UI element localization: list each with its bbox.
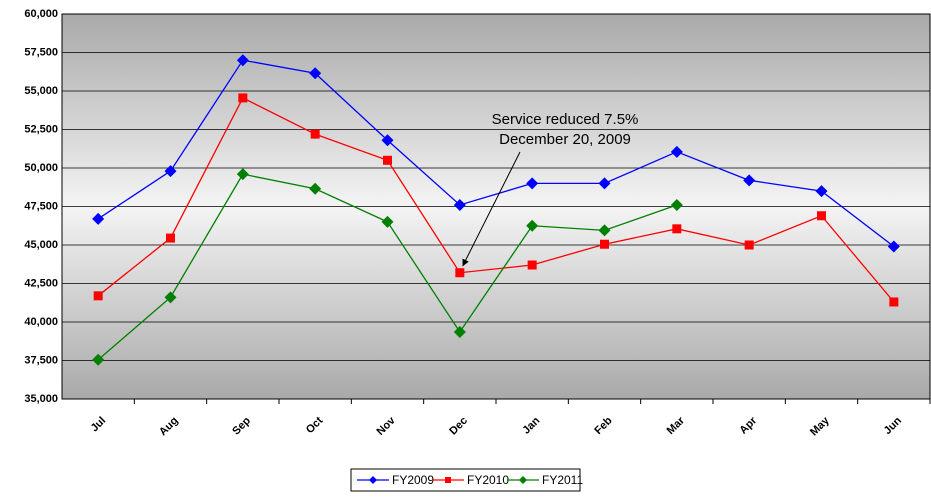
x-tick-label: Jan	[520, 415, 542, 437]
x-tick-label: Mar	[665, 414, 688, 437]
legend-label: FY2011	[542, 473, 583, 487]
marker	[164, 291, 177, 304]
x-tick-label: Sep	[230, 415, 253, 438]
x-tick-label: Jun	[882, 414, 905, 437]
marker	[309, 67, 322, 80]
marker	[815, 185, 828, 198]
legend-label: FY2009	[392, 473, 434, 487]
marker	[527, 260, 537, 270]
y-tick-label: 52,500	[24, 123, 58, 135]
y-tick-label: 45,000	[24, 239, 58, 251]
marker	[670, 145, 683, 158]
marker	[92, 353, 105, 366]
annotation: Service reduced 7.5%	[492, 111, 639, 128]
y-tick-label: 40,000	[24, 316, 58, 328]
marker	[236, 54, 249, 67]
marker	[453, 198, 466, 211]
annotation-arrow	[462, 151, 521, 267]
legend: FY2009 FY2010 FY2011	[350, 468, 583, 492]
marker	[93, 291, 103, 301]
marker	[236, 168, 249, 181]
series-line	[97, 59, 895, 248]
marker	[743, 174, 756, 187]
marker	[887, 240, 900, 253]
marker	[526, 177, 539, 190]
marker	[526, 219, 539, 232]
marker	[383, 155, 392, 165]
x-tick-label: Feb	[592, 414, 615, 437]
marker	[453, 326, 466, 339]
marker	[310, 129, 320, 139]
x-tick-label: May	[808, 414, 832, 438]
marker	[455, 268, 465, 278]
x-tick-label: Oct	[304, 414, 326, 436]
marker	[670, 198, 683, 211]
x-tick-label: Apr	[737, 414, 759, 436]
y-tick-label: 60,000	[24, 8, 58, 20]
marker	[519, 476, 527, 484]
x-tick-label: Dec	[447, 415, 470, 438]
marker	[238, 93, 248, 103]
series-line	[97, 97, 895, 303]
y-tick-label: 42,500	[24, 277, 58, 289]
legend-box	[350, 468, 581, 492]
marker	[889, 297, 899, 307]
marker	[381, 134, 394, 147]
x-tick-label: Aug	[157, 415, 181, 439]
marker	[309, 182, 322, 195]
marker	[600, 239, 609, 249]
y-tick-label: 47,500	[24, 200, 58, 212]
marker	[369, 476, 377, 484]
marker	[744, 240, 754, 250]
y-tick-label: 37,500	[24, 354, 58, 366]
marker	[598, 224, 611, 237]
marker	[817, 211, 826, 221]
marker	[164, 165, 177, 178]
marker	[598, 177, 611, 190]
marker	[672, 224, 682, 234]
marker	[166, 233, 175, 243]
y-tick-label: 35,000	[24, 393, 58, 405]
marker	[381, 215, 394, 228]
y-tick-label: 55,000	[24, 85, 58, 97]
x-tick-label: Jul	[89, 415, 109, 435]
marker	[92, 212, 105, 225]
y-tick-label: 50,000	[24, 162, 58, 174]
legend-label: FY2010	[467, 473, 509, 487]
x-tick-label: Nov	[374, 414, 398, 438]
annotation: December 20, 2009	[499, 131, 631, 148]
marker	[445, 477, 451, 483]
y-tick-label: 57,500	[24, 46, 58, 58]
